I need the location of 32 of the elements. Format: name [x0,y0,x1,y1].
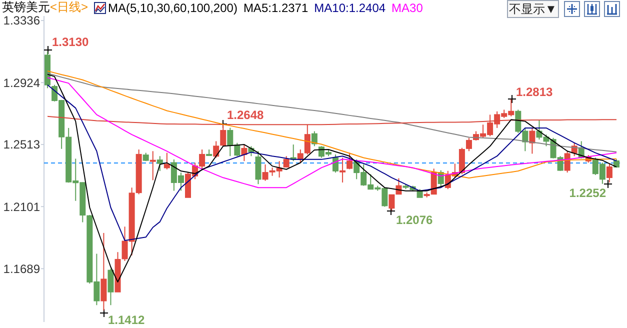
candlestick [150,150,156,181]
candlestick [108,268,114,306]
chart-title: 英镑美元 [2,0,50,16]
text: MA10:1.2404 [314,0,386,14]
y-tick-label: 1.3336 [3,14,40,28]
candlestick [346,152,353,170]
candlestick [164,152,170,170]
candlestick [213,140,220,158]
candlestick [255,150,262,185]
annotation: 1.2648 [227,108,264,122]
legend-title: MA(5,10,30,60,100,200) [108,0,238,14]
y-tick-label: 1.1689 [3,262,40,276]
y-tick-label: 1.2513 [3,138,40,152]
annotation: 1.1412 [108,313,146,327]
candlestick [332,154,339,174]
candlestick [466,137,472,152]
candlestick [156,156,163,172]
candlestick [458,147,465,175]
candlestick [529,127,536,154]
annotation: 1.2076 [396,213,434,227]
y-tick-label: 1.2101 [3,200,40,214]
annotation: 1.2252 [569,186,606,200]
y-tick-label: 1.2924 [3,76,40,90]
chart-subtitle: <日线> [50,0,88,16]
text: 不显示▼ [507,0,559,18]
candlestick [311,130,318,147]
text: MA5:1.2371 [243,0,308,14]
candlestick [241,144,248,162]
annotation: 1.3130 [52,35,90,49]
annotation: 1.2813 [516,85,554,99]
text: MA30 [392,0,423,14]
candlestick [340,157,346,183]
